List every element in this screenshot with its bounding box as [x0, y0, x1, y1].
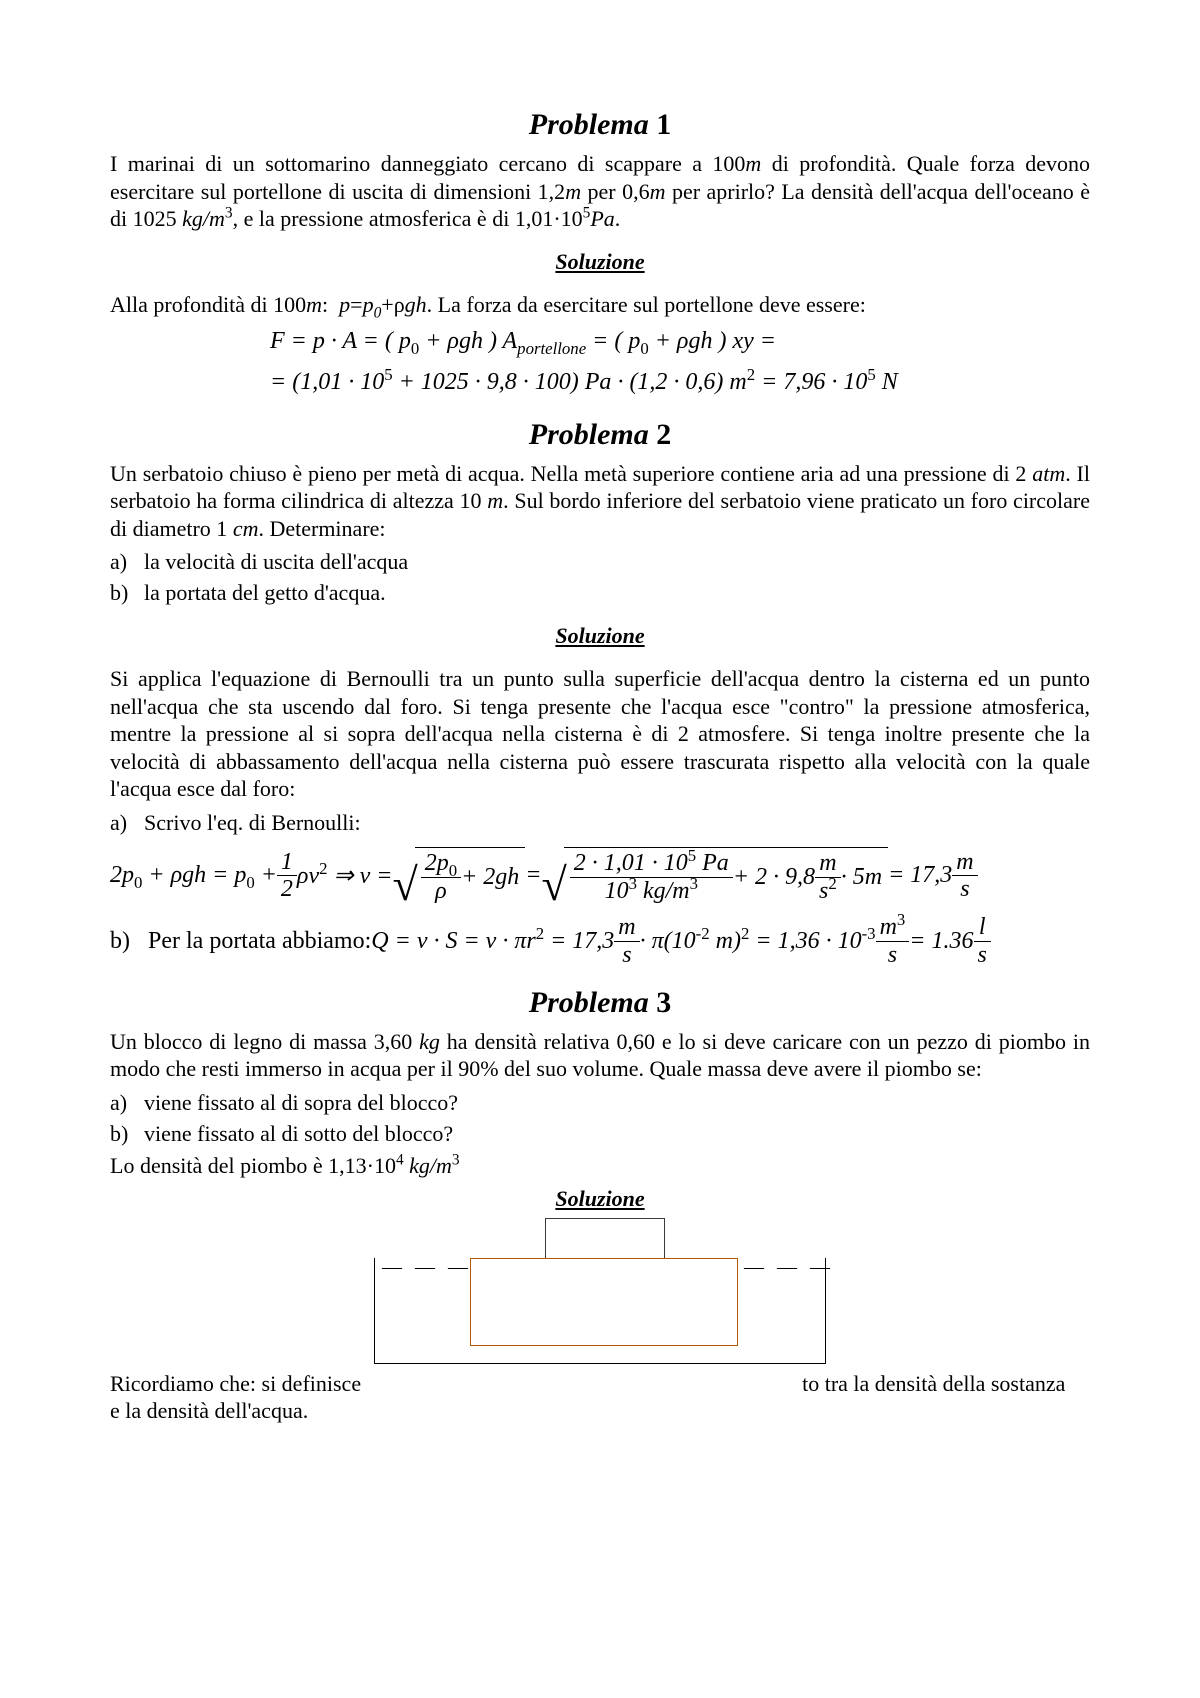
p3-item-b-text: viene fissato al di sotto del blocco? [144, 1121, 453, 1146]
p1-eq1-b: + ρgh ) A [419, 328, 517, 354]
p3-title-word: Problema [529, 986, 649, 1019]
p1-sol-intro: Alla profondità di 100m: p=p0+ρgh. La fo… [110, 291, 1090, 319]
p2-rad2-tail-b: · 5m [841, 864, 882, 891]
p3-footer-c: e la densità dell'acqua. [110, 1398, 308, 1423]
p2-portata-line: b) Per la portata abbiamo: Q = v · S = v… [110, 914, 1090, 968]
p2-half-num: 1 [277, 849, 297, 876]
p3-footer: Ricordiamo che: si definisce to tra la d… [110, 1370, 1090, 1425]
p3-diagram: Soluzione — — — — — — [360, 1186, 840, 1366]
p1-eq-line2: = (1,01 · 105 + 1025 · 9,8 · 100) Pa · (… [270, 365, 1090, 400]
p2-q-eq-c: = 1.36 [909, 928, 973, 955]
p3-item-a-text: viene fissato al di sopra del blocco? [144, 1090, 458, 1115]
p2-item-b: b)la portata del getto d'acqua. [110, 579, 1090, 608]
p2-eq-mid: = [525, 862, 541, 889]
p1-text: I marinai di un sottomarino danneggiato … [110, 150, 1090, 233]
p2-half-den: 2 [277, 876, 297, 902]
document-page: Problema 1 I marinai di un sottomarino d… [0, 0, 1200, 1698]
p3-footer-a: Ricordiamo che: si definisce [110, 1371, 361, 1396]
p2-result-ms: m s [952, 849, 977, 903]
p1-eq-line1: F = p · A = ( p0 + ρgh ) Aportellone = (… [270, 324, 1090, 359]
p2-title: Problema 2 [110, 418, 1090, 452]
p2-q-ls: l s [974, 914, 991, 968]
p3-soluzione-heading: Soluzione [360, 1186, 840, 1212]
p2-item-a: a)la velocità di uscita dell'acqua [110, 548, 1090, 577]
p2-sol-text: Si applica l'equazione di Bernoulli tra … [110, 665, 1090, 803]
p2-q-m3s: m3 s [876, 914, 910, 968]
p2-res-num: m [952, 849, 977, 876]
p2-q-ms-num: m [614, 914, 639, 941]
p2-item-b-text: la portata del getto d'acqua. [144, 580, 386, 605]
p2-soluzione-heading: Soluzione [110, 623, 1090, 649]
p2-text: Un serbatoio chiuso è pieno per metà di … [110, 460, 1090, 543]
p2-title-word: Problema [529, 418, 649, 451]
p1-eq1-portellone: portellone [517, 339, 586, 358]
p1-title-num: 1 [656, 108, 671, 141]
p2-sqrt1: √ 2p0 ρ + 2gh [392, 847, 525, 904]
p2-half-frac: 1 2 [277, 849, 297, 903]
p3-density-line: Lo densità del piombo è 1,13·104 kg/m3 [110, 1152, 1090, 1180]
diagram-water-surface-right: — — — [744, 1256, 834, 1279]
p2-q-ms: m s [614, 914, 639, 968]
p1-eq1-a: F = p · A = ( p [270, 328, 411, 354]
p2-bernoulli-eq: 2p0 + ρgh = p0 + 1 2 ρv2 ⇒ v = √ 2p0 ρ +… [110, 847, 1090, 904]
p2-rad1-frac: 2p0 ρ [421, 850, 461, 904]
p2-sol-a-text: Scrivo l'eq. di Bernoulli: [144, 810, 361, 835]
p2-q-ls-num: l [974, 914, 991, 941]
diagram-water-surface-left: — — — [382, 1256, 472, 1279]
p3-title: Problema 3 [110, 986, 1090, 1020]
p2-eq-result: = 17,3 [888, 862, 952, 889]
p2-q-m3s-den: s [876, 942, 910, 968]
p2-item-a-text: la velocità di uscita dell'acqua [144, 549, 408, 574]
p1-title-word: Problema [529, 108, 649, 141]
p2-res-den: s [952, 876, 977, 902]
p2-rad2-tail-a: + 2 · 9,8 [733, 864, 815, 891]
p1-soluzione-heading: Soluzione [110, 249, 1090, 275]
p3-title-num: 3 [656, 986, 671, 1019]
p1-eq1-d: + ρgh ) xy = [649, 328, 776, 354]
p2-rad2-frac: 2 · 1,01 · 105 Pa 103 kg/m3 [570, 850, 733, 904]
p2-sol-b-lead: Per la portata abbiamo: [148, 928, 371, 955]
p3-item-b: b)viene fissato al di sotto del blocco? [110, 1120, 1090, 1149]
p2-sol-a: a)Scrivo l'eq. di Bernoulli: [110, 809, 1090, 838]
p1-eq1-c: = ( p [586, 328, 640, 354]
p2-rad1-tail: + 2gh [461, 864, 519, 891]
p2-sqrt2: √ 2 · 1,01 · 105 Pa 103 kg/m3 + 2 · 9,8 … [542, 847, 889, 904]
p2-q-ms-den: s [614, 942, 639, 968]
diagram-lead-box [545, 1218, 665, 1260]
p2-q-ls-den: s [974, 942, 991, 968]
p2-rad2-ms2: m s2 [815, 850, 841, 904]
p1-title: Problema 1 [110, 108, 1090, 142]
p3-footer-b: to tra la densità della sostanza [802, 1371, 1065, 1396]
p3-text: Un blocco di legno di massa 3,60 kg ha d… [110, 1028, 1090, 1083]
p3-item-a: a)viene fissato al di sopra del blocco? [110, 1089, 1090, 1118]
p2-title-num: 2 [656, 418, 671, 451]
